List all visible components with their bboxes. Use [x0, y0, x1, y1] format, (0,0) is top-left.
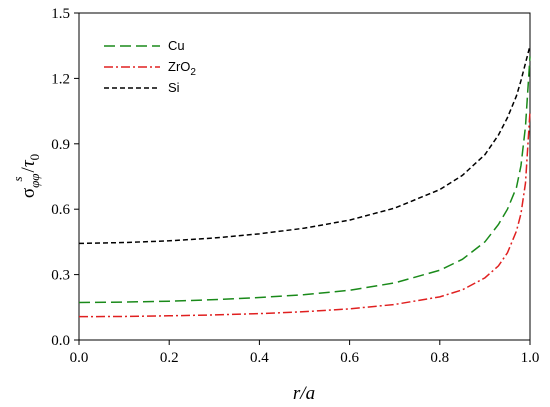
y-tick-label: 1.5	[51, 6, 70, 22]
legend-label-main: ZrO	[168, 59, 190, 74]
axis-tick-labels: 0.0 0.2 0.4 0.6 0.8 1.0 0.0 0.3 0.6 0.9 1.2 1.5	[51, 6, 539, 366]
y-axis-title-sigma: σ	[18, 188, 39, 198]
y-tick-label: 0.9	[51, 137, 70, 153]
x-tick-label: 0.0	[70, 350, 89, 366]
series-line-zro2	[78, 111, 531, 318]
x-tick-label: 0.8	[430, 350, 449, 366]
y-axis-title: σφφs /τ0	[10, 154, 42, 198]
y-tick-label: 0.0	[51, 333, 70, 349]
x-tick-label: 0.4	[250, 350, 269, 366]
y-axis-title-sub: φφ	[27, 174, 42, 188]
series-line-cu	[78, 56, 531, 304]
legend: Cu ZrO2 Si	[104, 38, 196, 95]
series-line-si	[78, 45, 531, 245]
legend-label-main: Si	[168, 80, 180, 95]
y-axis-title-tau-sub: 0	[27, 154, 42, 161]
x-tick-label: 0.6	[340, 350, 359, 366]
data-series	[78, 45, 531, 318]
y-axis-title-slash: /	[18, 166, 39, 172]
legend-label-cu: Cu	[168, 38, 185, 53]
svg-text:σφφs/τ0: σφφs /τ0	[10, 154, 42, 198]
x-axis-title: r/a	[293, 383, 315, 404]
legend-label-main: Cu	[168, 38, 185, 53]
x-tick-label: 0.2	[160, 350, 179, 366]
y-axis-title-sup: s	[10, 176, 25, 181]
y-tick-label: 0.6	[51, 202, 70, 218]
x-tick-label: 1.0	[521, 350, 540, 366]
y-tick-label: 0.3	[51, 268, 70, 284]
y-axis-title-tau: τ	[18, 159, 39, 167]
legend-label-zro2: ZrO2	[168, 59, 196, 78]
legend-label-sub: 2	[190, 67, 196, 78]
legend-label-si: Si	[168, 80, 180, 95]
axis-ticks	[74, 12, 531, 345]
plot-frame	[78, 12, 531, 341]
y-tick-label: 1.2	[51, 71, 70, 87]
